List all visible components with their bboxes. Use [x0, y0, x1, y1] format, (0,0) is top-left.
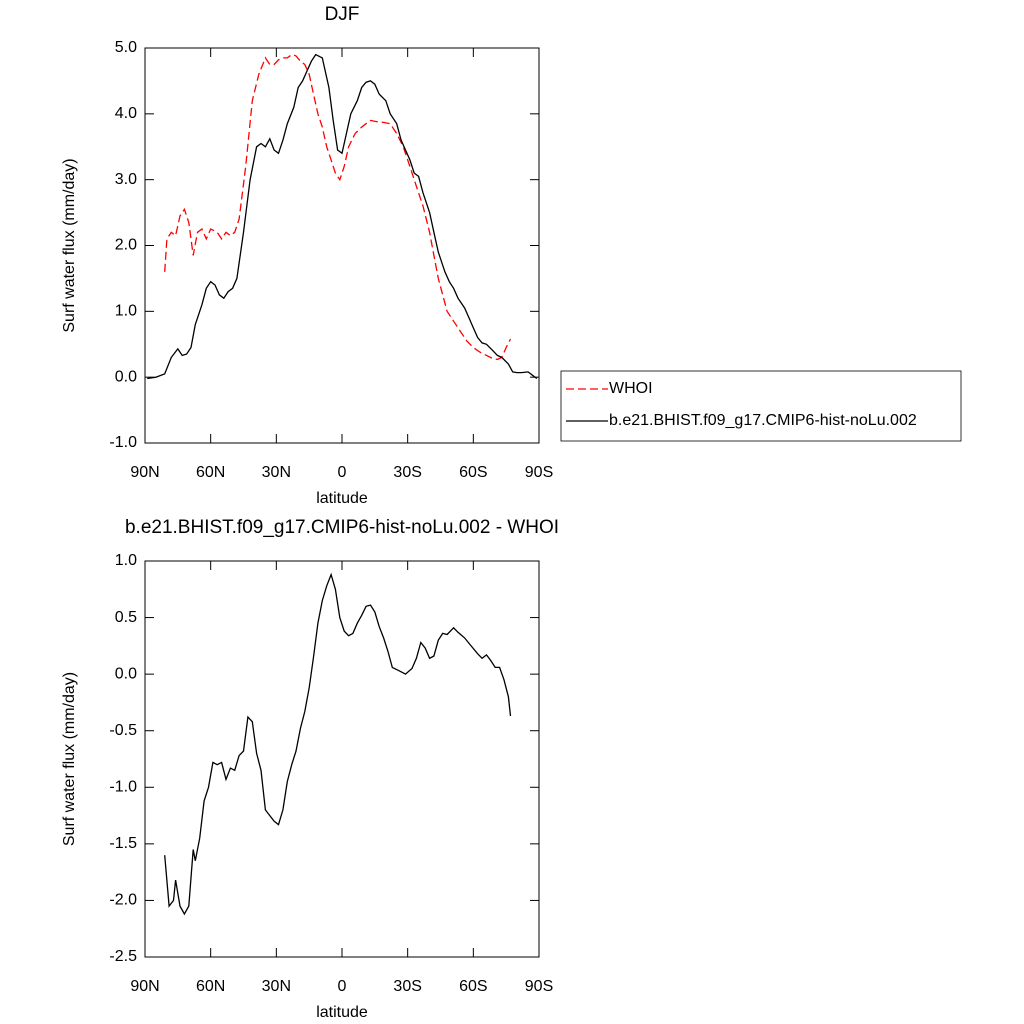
- legend-label: b.e21.BHIST.f09_g17.CMIP6-hist-noLu.002: [609, 412, 917, 429]
- x-tick-label: 0: [338, 978, 347, 995]
- x-tick-label: 90S: [525, 464, 553, 481]
- plot-frame: [144, 47, 540, 444]
- y-tick-label: -1.0: [109, 434, 137, 451]
- y-tick-label: -1.0: [109, 779, 137, 796]
- y-tick-label: 4.0: [115, 105, 137, 122]
- y-tick-label: 0.0: [115, 665, 137, 682]
- plot-frame: [144, 560, 540, 958]
- x-tick-label: 30N: [262, 978, 291, 995]
- legend-label: WHOI: [609, 380, 653, 397]
- chart-title: DJF: [325, 4, 360, 25]
- x-tick-label: 60N: [196, 978, 225, 995]
- x-tick-label: 60N: [196, 464, 225, 481]
- y-tick-label: -2.0: [109, 892, 137, 909]
- x-tick-label: 30S: [393, 978, 421, 995]
- y-tick-label: -2.5: [109, 948, 137, 965]
- y-tick-label: 0.5: [115, 609, 137, 626]
- y-axis-label: Surf water flux (mm/day): [61, 672, 78, 846]
- y-tick-label: 1.0: [115, 303, 137, 320]
- y-tick-label: 2.0: [115, 237, 137, 254]
- y-tick-label: 0.0: [115, 368, 137, 385]
- chart-title: b.e21.BHIST.f09_g17.CMIP6-hist-noLu.002 …: [125, 517, 559, 538]
- x-axis-label: latitude: [316, 490, 368, 507]
- x-axis-label: latitude: [316, 1004, 368, 1021]
- y-tick-label: 1.0: [115, 552, 137, 569]
- x-tick-label: 60S: [459, 464, 487, 481]
- y-tick-label: -1.5: [109, 835, 137, 852]
- data-line: [164, 572, 512, 916]
- legend-box: [560, 370, 962, 442]
- x-tick-label: 90N: [130, 464, 159, 481]
- x-tick-label: 90S: [525, 978, 553, 995]
- y-tick-label: 5.0: [115, 39, 137, 56]
- y-tick-label: 3.0: [115, 171, 137, 188]
- x-tick-label: 60S: [459, 978, 487, 995]
- x-tick-label: 30S: [393, 464, 421, 481]
- data-line: [164, 53, 512, 361]
- x-tick-label: 90N: [130, 978, 159, 995]
- y-tick-label: -0.5: [109, 722, 137, 739]
- x-tick-label: 0: [338, 464, 347, 481]
- y-axis-label: Surf water flux (mm/day): [61, 158, 78, 332]
- x-tick-label: 30N: [262, 464, 291, 481]
- data-line: [147, 53, 538, 380]
